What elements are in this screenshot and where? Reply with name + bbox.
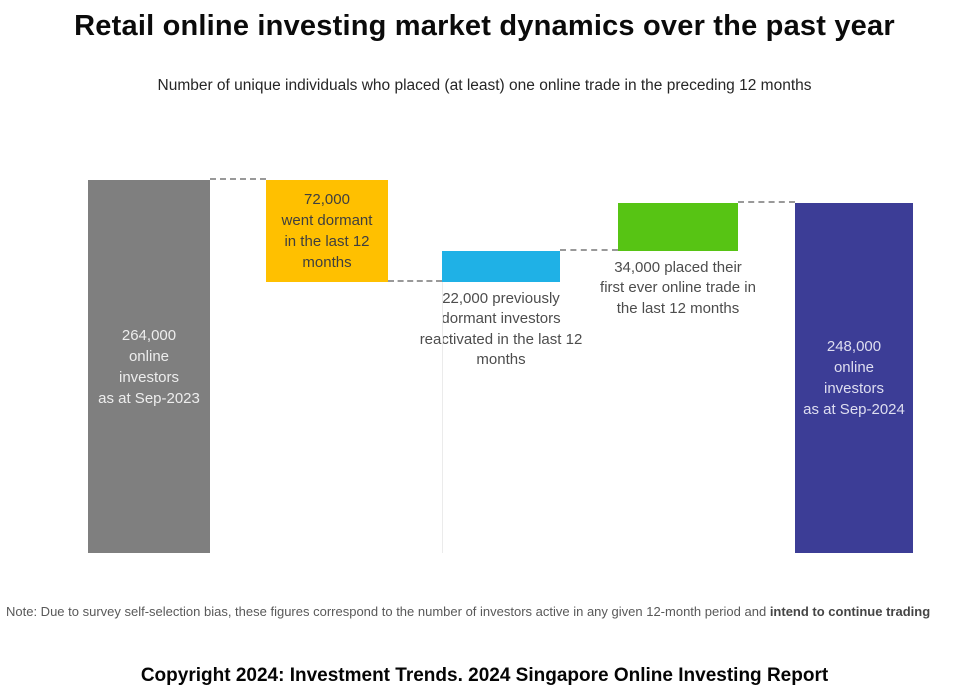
bar-label-line: dormant investors: [441, 310, 561, 328]
bar-label-line: first ever online trade in: [600, 279, 756, 297]
bar-label-line: investors: [118, 368, 180, 386]
bar-label-line: 248,000: [826, 337, 882, 355]
connector-line: [560, 248, 618, 251]
bar-label-line: months: [476, 351, 526, 369]
page-title: Retail online investing market dynamics …: [74, 10, 895, 42]
bar-label-investors-sep-2023: 264,000 online investors as at Sep-2023: [88, 180, 210, 553]
bar-label-line: investors: [823, 379, 885, 397]
bar-label-line: months: [302, 253, 352, 271]
bar-label-line: in the last 12: [284, 232, 370, 250]
footnote-text: Note: Due to survey self-selection bias,…: [6, 604, 770, 619]
waterfall-bar-first-ever-trade: [618, 202, 738, 251]
waterfall-bar-investors-sep-2023: 264,000 online investors as at Sep-2023: [88, 180, 210, 553]
footnote-emphasis: intend to continue trading: [769, 604, 931, 619]
bar-label-line: as at Sep-2023: [98, 389, 200, 407]
connector-line: [738, 200, 795, 203]
waterfall-chart: 264,000 online investors as at Sep-2023 72,0…: [88, 178, 913, 553]
leader-line: [442, 281, 443, 553]
bar-label-line: 22,000 previously: [442, 289, 560, 307]
bar-label-line: online: [833, 358, 875, 376]
connector-line: [210, 178, 266, 180]
bar-label-line: online: [128, 347, 170, 365]
bar-label-line: reactivated in the last 12: [419, 330, 583, 348]
bar-label-line: went dormant: [281, 211, 373, 229]
waterfall-bar-reactivated: [442, 250, 560, 282]
bar-label-line: 34,000 placed their: [614, 258, 742, 276]
chart-subtitle: Number of unique individuals who placed …: [157, 77, 812, 94]
bar-label-line: the last 12 months: [616, 299, 740, 317]
bar-label-investors-sep-2024: 248,000 online investors as at Sep-2024: [795, 203, 913, 553]
bar-label-reactivated: 22,000 previously dormant investors reacti…: [386, 289, 616, 371]
bar-label-line: 72,000: [304, 190, 350, 208]
waterfall-bar-investors-sep-2024: 248,000 online investors as at Sep-2024: [795, 202, 913, 553]
footnote: Note: Due to survey self-selection bias,…: [6, 603, 963, 620]
bar-label-line: 264,000: [121, 326, 177, 344]
waterfall-bar-went-dormant: 72,000 went dormant in the last 12 months: [266, 180, 388, 282]
copyright-line: Copyright 2024: Investment Trends. 2024 …: [140, 665, 829, 686]
bar-label-line: as at Sep-2024: [803, 400, 905, 418]
connector-line: [388, 279, 442, 282]
bar-label-went-dormant: 72,000 went dormant in the last 12 months: [266, 180, 388, 282]
bar-label-first-ever-trade: 34,000 placed their first ever online tra…: [563, 258, 793, 320]
